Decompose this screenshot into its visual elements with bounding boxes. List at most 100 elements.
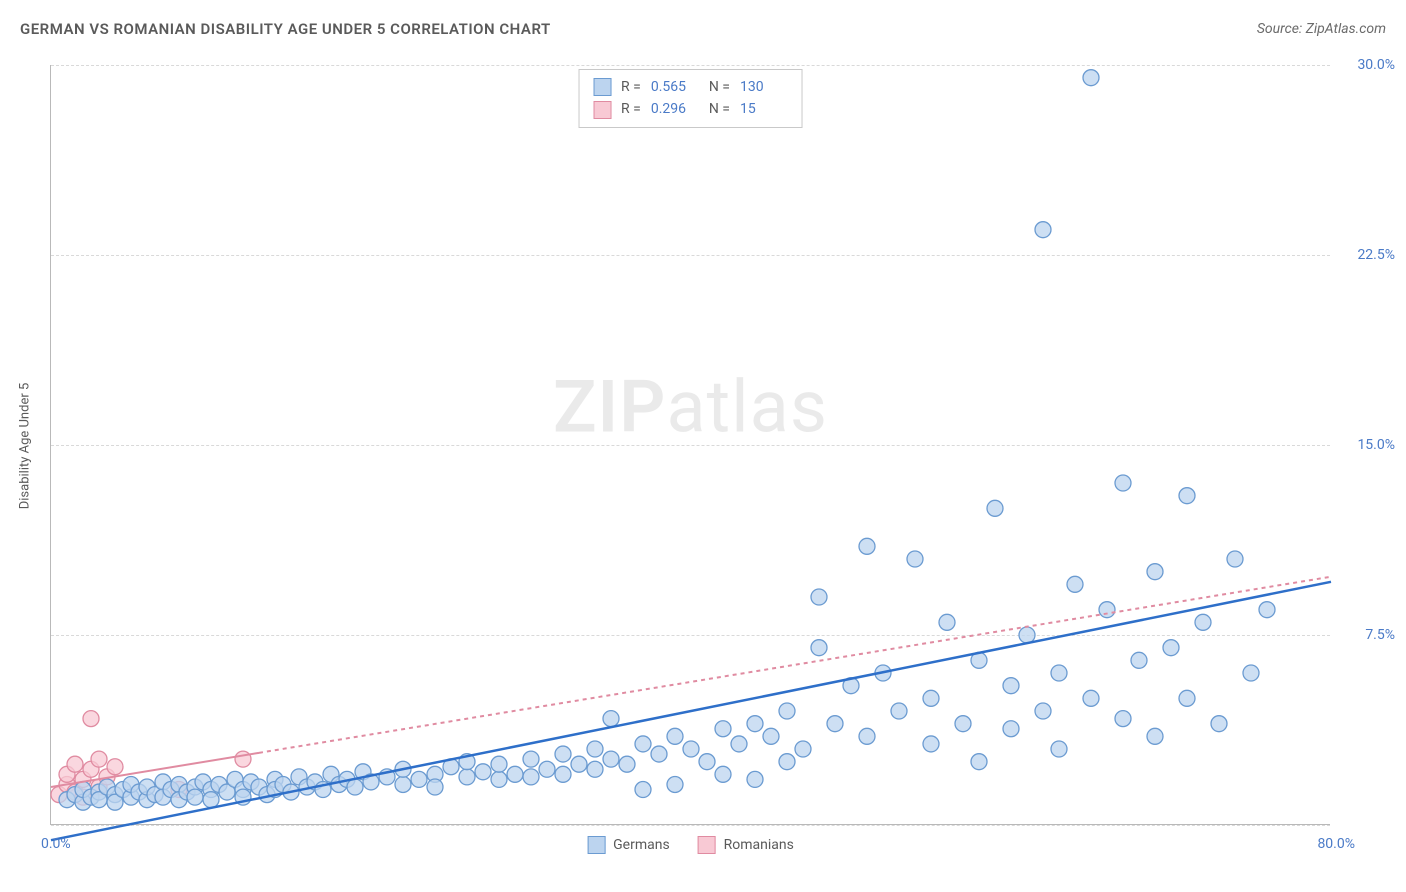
scatter-point [91,751,107,767]
legend-romanians-label: Romanians [724,837,794,853]
scatter-point [1019,627,1035,643]
scatter-point [635,736,651,752]
stats-row-germans: R = 0.565 N = 130 [593,76,788,98]
swatch-germans-icon [587,836,605,854]
y-tick-label: 22.5% [1357,247,1395,263]
scatter-point [939,614,955,630]
stats-legend: R = 0.565 N = 130 R = 0.296 N = 15 [578,69,803,128]
swatch-romanians [593,101,611,119]
scatter-point [523,769,539,785]
scatter-point [475,764,491,780]
scatter-point [67,756,83,772]
romanians-r-value: 0.296 [651,98,699,120]
scatter-point [827,716,843,732]
scatter-point [667,728,683,744]
scatter-point [619,756,635,772]
scatter-point [1051,665,1067,681]
scatter-point [1083,70,1099,86]
scatter-point [795,741,811,757]
scatter-point [1115,711,1131,727]
scatter-point [891,703,907,719]
scatter-point [715,721,731,737]
scatter-point [955,716,971,732]
scatter-point [747,716,763,732]
scatter-point [747,771,763,787]
scatter-point [1051,741,1067,757]
swatch-germans [593,78,611,96]
legend-item-germans: Germans [587,836,670,854]
scatter-point [603,751,619,767]
scatter-point [555,746,571,762]
scatter-point [779,703,795,719]
scatter-point [1115,475,1131,491]
scatter-point [555,766,571,782]
scatter-point [395,776,411,792]
scatter-point [1003,678,1019,694]
scatter-point [923,736,939,752]
source-label: Source: ZipAtlas.com [1257,21,1386,37]
scatter-point [971,754,987,770]
scatter-point [1211,716,1227,732]
scatter-point [411,771,427,787]
scatter-point [811,640,827,656]
scatter-point [859,538,875,554]
y-axis-title: Disability Age Under 5 [18,383,33,510]
scatter-point [347,779,363,795]
scatter-point [1131,652,1147,668]
legend-item-romanians: Romanians [698,836,794,854]
scatter-point [1179,488,1195,504]
scatter-point [1099,602,1115,618]
scatter-point [1179,690,1195,706]
scatter-point [1035,703,1051,719]
regression-line [51,582,1331,840]
swatch-romanians-icon [698,836,716,854]
scatter-point [107,759,123,775]
scatter-point [763,728,779,744]
scatter-point [587,761,603,777]
scatter-point [1147,564,1163,580]
scatter-point [987,500,1003,516]
x-tick-min: 0.0% [41,836,71,852]
scatter-point [1243,665,1259,681]
scatter-point [683,741,699,757]
scatter-point [699,754,715,770]
chart-svg [51,65,1330,824]
scatter-point [603,711,619,727]
plot-area: ZIPatlas 7.5%15.0%22.5%30.0% R = 0.565 N… [50,65,1330,825]
series-legend: Germans Romanians [587,836,794,854]
scatter-point [715,766,731,782]
scatter-point [491,771,507,787]
scatter-point [459,769,475,785]
scatter-point [1227,551,1243,567]
scatter-point [491,756,507,772]
scatter-point [587,741,603,757]
scatter-point [507,766,523,782]
scatter-point [1163,640,1179,656]
scatter-point [651,746,667,762]
germans-r-value: 0.565 [651,76,699,98]
stats-row-romanians: R = 0.296 N = 15 [593,98,788,120]
scatter-point [1195,614,1211,630]
scatter-point [779,754,795,770]
scatter-point [907,551,923,567]
romanians-n-value: 15 [740,98,788,120]
scatter-point [1147,728,1163,744]
scatter-point [427,779,443,795]
scatter-point [923,690,939,706]
x-tick-max: 80.0% [1317,836,1355,852]
scatter-point [539,761,555,777]
y-tick-label: 15.0% [1357,437,1395,453]
scatter-point [203,792,219,808]
scatter-point [635,782,651,798]
scatter-point [523,751,539,767]
legend-germans-label: Germans [613,837,670,853]
scatter-point [571,756,587,772]
scatter-point [1083,690,1099,706]
scatter-point [859,728,875,744]
scatter-point [83,711,99,727]
scatter-point [1035,222,1051,238]
scatter-point [1003,721,1019,737]
y-tick-label: 30.0% [1357,57,1395,73]
scatter-point [667,776,683,792]
scatter-point [731,736,747,752]
